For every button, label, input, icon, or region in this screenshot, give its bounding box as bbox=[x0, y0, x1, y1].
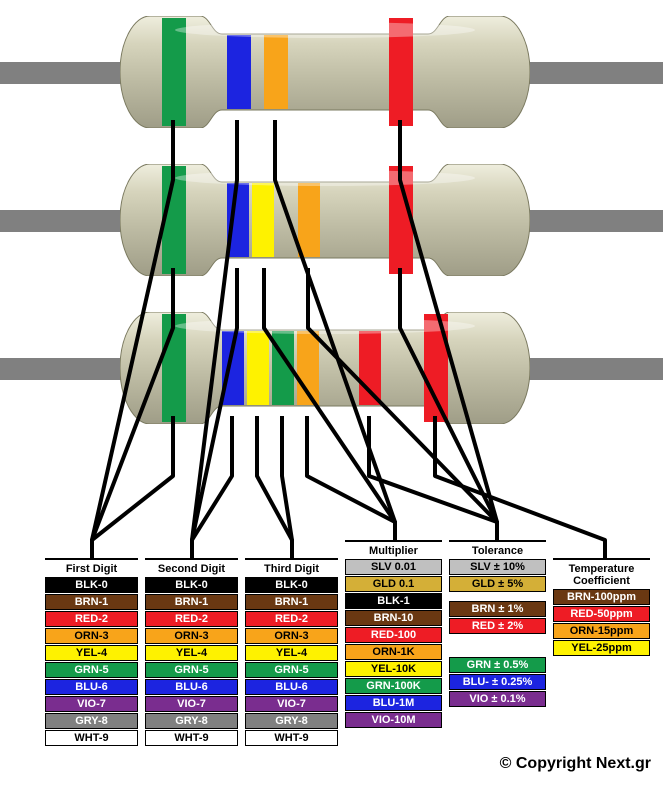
connector bbox=[435, 416, 605, 558]
swatch: BRN-100ppm bbox=[553, 589, 650, 605]
table-header: Temperature Coefficient bbox=[553, 558, 650, 589]
band-5 bbox=[297, 331, 319, 405]
table-mult: MultiplierSLV 0.01GLD 0.1BLK-1BRN-10RED-… bbox=[345, 540, 442, 729]
table-third: Third DigitBLK-0BRN-1RED-2ORN-3YEL-4GRN-… bbox=[245, 558, 338, 747]
connector bbox=[282, 416, 292, 558]
swatch: GRY-8 bbox=[145, 713, 238, 729]
band-1 bbox=[162, 166, 186, 274]
connector bbox=[192, 416, 232, 558]
swatch: BRN ± 1% bbox=[449, 601, 546, 617]
table-tol: ToleranceSLV ± 10%GLD ± 5% BRN ± 1%RED ± … bbox=[449, 540, 546, 708]
table-second: Second DigitBLK-0BRN-1RED-2ORN-3YEL-4GRN… bbox=[145, 558, 238, 747]
swatch: BRN-1 bbox=[245, 594, 338, 610]
swatch: WHT-9 bbox=[245, 730, 338, 746]
swatch: VIO-7 bbox=[45, 696, 138, 712]
swatch: YEL-4 bbox=[245, 645, 338, 661]
swatch: RED-100 bbox=[345, 627, 442, 643]
resistor-2 bbox=[0, 158, 663, 288]
band-2 bbox=[227, 183, 249, 257]
swatch: GRN-5 bbox=[145, 662, 238, 678]
swatch: WHT-9 bbox=[45, 730, 138, 746]
swatch: BLU-1M bbox=[345, 695, 442, 711]
table-header: Second Digit bbox=[145, 558, 238, 577]
band-6 bbox=[359, 331, 381, 405]
swatch: RED-2 bbox=[145, 611, 238, 627]
connector bbox=[92, 416, 173, 558]
band-1 bbox=[162, 18, 186, 126]
swatch: ORN-3 bbox=[245, 628, 338, 644]
swatch: BLK-0 bbox=[145, 577, 238, 593]
resistor-3 bbox=[0, 306, 663, 436]
swatch: ORN-1K bbox=[345, 644, 442, 660]
table-header: Tolerance bbox=[449, 540, 546, 559]
resistor-1 bbox=[0, 10, 663, 140]
swatch: GLD ± 5% bbox=[449, 576, 546, 592]
swatch: BLU-6 bbox=[45, 679, 138, 695]
band-3 bbox=[247, 331, 269, 405]
swatch: VIO-10M bbox=[345, 712, 442, 728]
swatch: ORN-3 bbox=[45, 628, 138, 644]
band-3 bbox=[264, 35, 288, 109]
band-3 bbox=[252, 183, 274, 257]
band-4 bbox=[272, 331, 294, 405]
band-2 bbox=[222, 331, 244, 405]
swatch: BLK-0 bbox=[45, 577, 138, 593]
band-2 bbox=[227, 35, 251, 109]
swatch: BRN-1 bbox=[45, 594, 138, 610]
swatch: VIO-7 bbox=[245, 696, 338, 712]
table-header: Third Digit bbox=[245, 558, 338, 577]
resistor-body bbox=[120, 312, 530, 424]
swatch: ORN-15ppm bbox=[553, 623, 650, 639]
swatch: SLV ± 10% bbox=[449, 559, 546, 575]
table-header: Multiplier bbox=[345, 540, 442, 559]
swatch: YEL-4 bbox=[45, 645, 138, 661]
swatch: GRN-100K bbox=[345, 678, 442, 694]
swatch: BLU-6 bbox=[145, 679, 238, 695]
swatch: BRN-1 bbox=[145, 594, 238, 610]
swatch: GLD 0.1 bbox=[345, 576, 442, 592]
swatch: RED-2 bbox=[245, 611, 338, 627]
resistor-body bbox=[120, 164, 530, 276]
swatch: WHT-9 bbox=[145, 730, 238, 746]
table-first: First DigitBLK-0BRN-1RED-2ORN-3YEL-4GRN-… bbox=[45, 558, 138, 747]
swatch: BLK-0 bbox=[245, 577, 338, 593]
swatch: SLV 0.01 bbox=[345, 559, 442, 575]
swatch: GRY-8 bbox=[245, 713, 338, 729]
swatch: RED-50ppm bbox=[553, 606, 650, 622]
swatch: VIO-7 bbox=[145, 696, 238, 712]
swatch: ORN-3 bbox=[145, 628, 238, 644]
swatch: GRN ± 0.5% bbox=[449, 657, 546, 673]
swatch: YEL-10K bbox=[345, 661, 442, 677]
swatch: YEL-4 bbox=[145, 645, 238, 661]
swatch: GRN-5 bbox=[45, 662, 138, 678]
swatch: YEL-25ppm bbox=[553, 640, 650, 656]
swatch: GRY-8 bbox=[45, 713, 138, 729]
swatch: BLU- ± 0.25% bbox=[449, 674, 546, 690]
wire-right bbox=[513, 62, 663, 84]
band-4 bbox=[298, 183, 320, 257]
swatch: BLK-1 bbox=[345, 593, 442, 609]
resistor-body bbox=[120, 16, 530, 128]
copyright: © Copyright Next.gr bbox=[500, 755, 651, 773]
table-header: First Digit bbox=[45, 558, 138, 577]
wire-right bbox=[513, 210, 663, 232]
swatch: BRN-10 bbox=[345, 610, 442, 626]
swatch: BLU-6 bbox=[245, 679, 338, 695]
swatch: RED ± 2% bbox=[449, 618, 546, 634]
swatch: RED-2 bbox=[45, 611, 138, 627]
wire-right bbox=[513, 358, 663, 380]
swatch: GRN-5 bbox=[245, 662, 338, 678]
table-temp: Temperature CoefficientBRN-100ppmRED-50p… bbox=[553, 558, 650, 657]
band-1 bbox=[162, 314, 186, 422]
connector bbox=[257, 416, 292, 558]
swatch: VIO ± 0.1% bbox=[449, 691, 546, 707]
